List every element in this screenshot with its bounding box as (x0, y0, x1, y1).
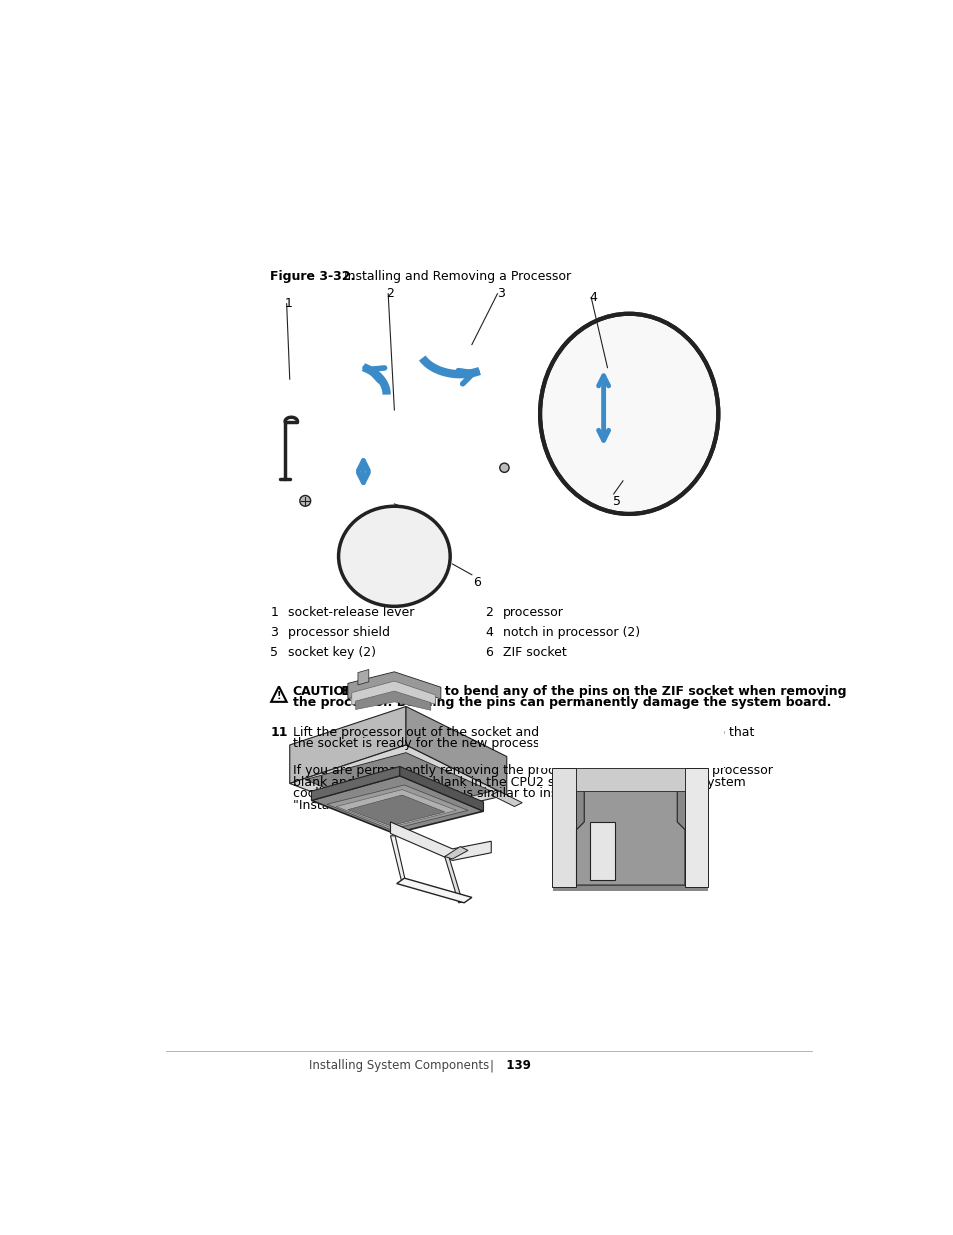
Polygon shape (406, 706, 506, 795)
Text: notch in processor (2): notch in processor (2) (502, 626, 639, 640)
Text: |: | (489, 1060, 493, 1072)
Text: Installing System Components: Installing System Components (309, 1060, 488, 1072)
Polygon shape (553, 757, 707, 895)
Polygon shape (311, 776, 483, 834)
Text: 5: 5 (270, 646, 278, 659)
Text: socket key (2): socket key (2) (288, 646, 375, 659)
Text: "Installing a Processor.": "Installing a Processor." (293, 799, 440, 811)
Text: Be careful not to bend any of the pins on the ZIF socket when removing: Be careful not to bend any of the pins o… (336, 685, 845, 698)
Text: processor shield: processor shield (288, 626, 390, 640)
Polygon shape (684, 768, 707, 888)
Polygon shape (290, 745, 506, 823)
Polygon shape (355, 692, 431, 710)
Polygon shape (444, 856, 462, 903)
Text: blank and a heat-sink blank in the CPU2 socket to ensure proper system: blank and a heat-sink blank in the CPU2 … (293, 776, 745, 789)
Polygon shape (348, 795, 444, 826)
Text: 4: 4 (589, 290, 597, 304)
Polygon shape (348, 672, 440, 699)
Polygon shape (357, 669, 369, 685)
Polygon shape (396, 878, 472, 903)
Polygon shape (305, 752, 491, 816)
Text: CAUTION:: CAUTION: (293, 685, 360, 698)
Polygon shape (576, 768, 684, 885)
Ellipse shape (338, 506, 450, 606)
Text: Figure 3-32.: Figure 3-32. (270, 270, 355, 283)
Text: Lift the processor out of the socket and leave the release lever up so that: Lift the processor out of the socket and… (293, 726, 754, 739)
Circle shape (499, 463, 509, 472)
Text: ZIF socket: ZIF socket (502, 646, 566, 659)
Text: 2: 2 (484, 606, 493, 619)
Polygon shape (551, 768, 576, 888)
Text: 3: 3 (497, 287, 504, 300)
Text: !: ! (276, 692, 281, 701)
Polygon shape (590, 823, 615, 879)
Polygon shape (311, 767, 399, 800)
Polygon shape (537, 892, 723, 934)
Polygon shape (444, 846, 468, 858)
Polygon shape (390, 836, 406, 883)
Text: 4: 4 (484, 626, 493, 640)
Ellipse shape (539, 314, 718, 514)
Text: socket-release lever: socket-release lever (288, 606, 415, 619)
Polygon shape (335, 789, 456, 827)
Text: cooling. Adding the blanks is similar to installing a processor. See: cooling. Adding the blanks is similar to… (293, 787, 702, 800)
Polygon shape (399, 767, 483, 811)
Text: If you are permanently removing the processor, you must install a processor: If you are permanently removing the proc… (293, 764, 772, 777)
Text: the processor. Bending the pins can permanently damage the system board.: the processor. Bending the pins can perm… (293, 697, 830, 709)
Text: 2: 2 (385, 287, 394, 300)
Circle shape (299, 495, 311, 506)
Text: 1: 1 (270, 606, 278, 619)
Polygon shape (271, 687, 286, 701)
Text: 5: 5 (612, 495, 620, 508)
Polygon shape (537, 721, 723, 768)
Text: processor: processor (502, 606, 563, 619)
Text: 6: 6 (484, 646, 493, 659)
Polygon shape (390, 823, 491, 861)
Polygon shape (290, 706, 406, 783)
Text: 11: 11 (270, 726, 288, 739)
Text: 1: 1 (284, 296, 292, 310)
Text: 139: 139 (493, 1060, 530, 1072)
Polygon shape (352, 680, 435, 705)
Text: 6: 6 (472, 576, 480, 589)
Text: Installing and Removing a Processor: Installing and Removing a Processor (328, 270, 571, 283)
Polygon shape (576, 768, 684, 792)
Text: 3: 3 (270, 626, 278, 640)
Polygon shape (327, 785, 468, 830)
Text: the socket is ready for the new processor.: the socket is ready for the new processo… (293, 737, 555, 750)
Polygon shape (491, 792, 521, 806)
